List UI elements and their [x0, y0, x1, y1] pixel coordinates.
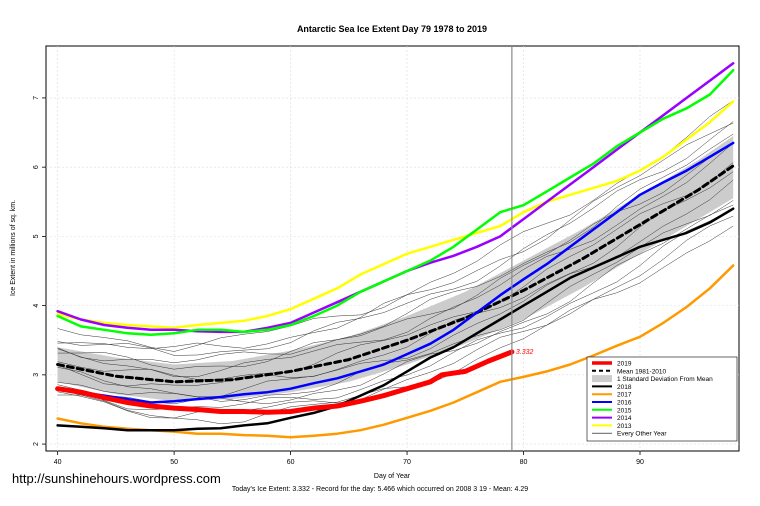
every-other-year-line — [57, 121, 734, 356]
y-tick-label: 2 — [33, 442, 40, 446]
x-tick-label: 50 — [170, 459, 178, 466]
legend-label: 2019 — [617, 361, 632, 368]
every-other-year-line — [57, 225, 734, 425]
x-tick-label: 60 — [287, 459, 295, 466]
std-dev-band — [57, 136, 734, 402]
legend-box — [586, 356, 738, 442]
y-tick-label: 3 — [33, 373, 40, 377]
current-value-label: 3.332 — [516, 349, 534, 356]
series-line-2013 — [56, 100, 735, 330]
every-other-year-line — [57, 122, 734, 349]
legend-label: Every Other Year — [617, 431, 667, 438]
x-axis-label: Day of Year — [374, 473, 411, 480]
std-dev-band-area — [57, 136, 734, 402]
every-other-year-line — [57, 171, 734, 387]
legend-swatch-band — [592, 375, 612, 383]
every-other-year-line — [57, 100, 734, 352]
y-tick-label: 5 — [33, 234, 40, 238]
legend-label: 2016 — [617, 400, 632, 407]
every-other-year-line — [57, 204, 734, 405]
y-axis-ticks: 2 3 4 5 6 7 — [33, 96, 46, 446]
x-tick-label: 90 — [636, 459, 644, 466]
series-line-2014 — [56, 62, 735, 334]
x-tick-label: 80 — [520, 459, 528, 466]
x-axis-ticks: 40 50 60 70 80 90 — [54, 451, 644, 466]
every-other-year-line — [57, 142, 734, 377]
chart-title: Antarctic Sea Ice Extent Day 79 1978 to … — [297, 24, 487, 34]
legend-label: 2014 — [617, 415, 632, 422]
series-line-2016 — [56, 141, 735, 404]
series-line-2019 — [55, 349, 515, 415]
legend-label: 2013 — [617, 423, 632, 430]
series-line-2018 — [56, 207, 735, 432]
legend-label: 2018 — [617, 384, 632, 391]
y-tick-label: 6 — [33, 165, 40, 169]
legend-label: 1 Standard Deviation From Mean — [617, 376, 713, 383]
plot-frame — [45, 45, 740, 452]
series-line-2015 — [56, 68, 735, 336]
y-axis-label: Ice Extent in millions of sq. km. — [10, 200, 17, 296]
every-other-year-line — [57, 162, 734, 380]
legend-label: 2017 — [617, 392, 632, 399]
series-lines — [55, 62, 735, 439]
x-tick-label: 70 — [403, 459, 411, 466]
legend-label: 2015 — [617, 407, 632, 414]
every-other-year-line — [57, 133, 734, 364]
y-tick-label: 7 — [33, 96, 40, 100]
x-tick-label: 40 — [54, 459, 62, 466]
footer-stats: Today's Ice Extent: 3.332 - Record for t… — [231, 486, 529, 493]
y-tick-label: 4 — [33, 304, 40, 308]
legend-label: Mean 1981-2010 — [617, 368, 667, 375]
every-other-year-line — [57, 215, 734, 419]
watermark-url: http://sunshinehours.wordpress.com — [12, 471, 221, 486]
every-other-year-line — [57, 200, 734, 402]
series-line-mean-1981-2010 — [56, 164, 735, 384]
